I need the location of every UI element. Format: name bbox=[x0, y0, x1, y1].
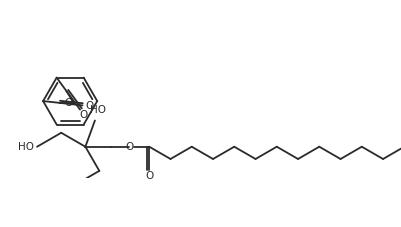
Text: O: O bbox=[65, 98, 73, 108]
Text: HO: HO bbox=[18, 142, 34, 152]
Text: HO: HO bbox=[89, 105, 105, 115]
Text: O: O bbox=[125, 142, 133, 152]
Text: O: O bbox=[145, 171, 153, 181]
Text: O: O bbox=[80, 110, 88, 120]
Text: O: O bbox=[85, 101, 93, 111]
